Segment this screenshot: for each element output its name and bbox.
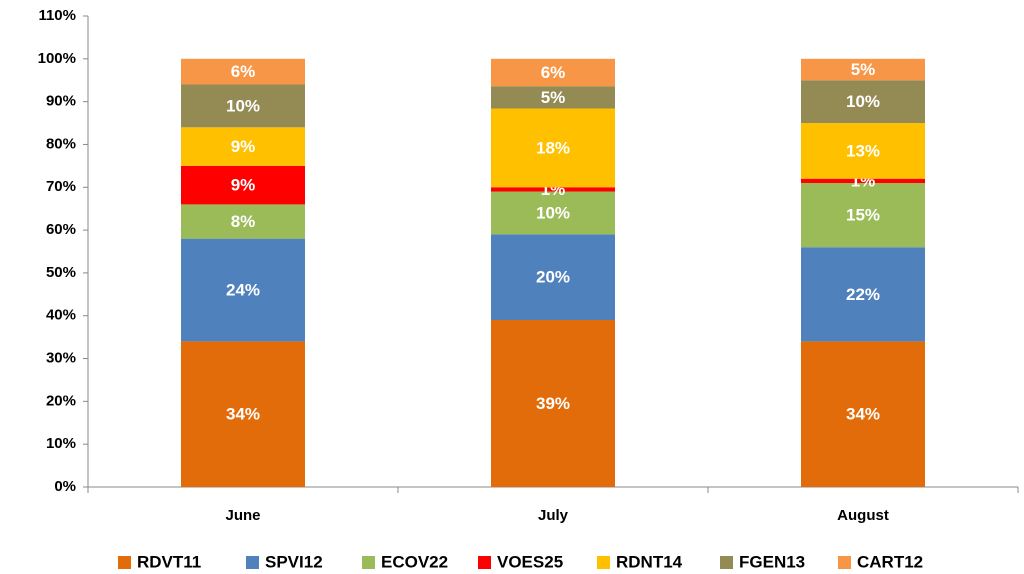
data-label: 24% bbox=[226, 281, 260, 300]
data-label: 34% bbox=[846, 405, 880, 424]
x-tick-label: June bbox=[225, 507, 260, 524]
legend-label: RDVT11 bbox=[137, 552, 201, 571]
legend-label: ECOV22 bbox=[381, 552, 448, 571]
y-tick-label: 110% bbox=[38, 7, 76, 24]
bar-segment bbox=[801, 58, 925, 81]
data-label: 5% bbox=[541, 88, 566, 107]
bar-segment bbox=[491, 191, 615, 235]
bar-segment bbox=[181, 84, 305, 128]
x-tick-label: July bbox=[538, 507, 569, 524]
data-label: 18% bbox=[536, 138, 570, 157]
y-tick-label: 50% bbox=[46, 264, 76, 281]
bar-segment bbox=[181, 238, 305, 342]
bar-segment bbox=[801, 341, 925, 487]
data-label: 8% bbox=[231, 212, 256, 231]
data-label: 6% bbox=[231, 62, 256, 81]
data-label: 13% bbox=[846, 141, 880, 160]
legend-swatch bbox=[478, 556, 491, 569]
y-tick-label: 10% bbox=[46, 435, 76, 452]
data-label: 10% bbox=[226, 96, 260, 115]
legend-swatch bbox=[597, 556, 610, 569]
bar-segment bbox=[491, 108, 615, 188]
bar-segment bbox=[181, 341, 305, 487]
bar-segment bbox=[181, 127, 305, 166]
bar-segment bbox=[181, 58, 305, 85]
data-label: 9% bbox=[231, 137, 256, 156]
data-label: 20% bbox=[536, 268, 570, 287]
bar-segment bbox=[801, 182, 925, 248]
y-tick-label: 80% bbox=[46, 135, 76, 152]
legend-swatch bbox=[362, 556, 375, 569]
legend-swatch bbox=[118, 556, 131, 569]
data-label: 22% bbox=[846, 285, 880, 304]
data-label: 39% bbox=[536, 394, 570, 413]
bar-segment bbox=[801, 247, 925, 342]
bar-segment bbox=[491, 86, 615, 109]
y-tick-label: 60% bbox=[46, 221, 76, 238]
y-tick-label: 90% bbox=[46, 93, 76, 110]
bar-segment bbox=[801, 123, 925, 179]
data-label: 34% bbox=[226, 405, 260, 424]
legend-label: SPVI12 bbox=[265, 552, 323, 571]
y-tick-label: 100% bbox=[38, 50, 76, 67]
y-tick-label: 70% bbox=[46, 178, 76, 195]
y-tick-label: 0% bbox=[54, 478, 76, 495]
bar-segment bbox=[491, 234, 615, 321]
legend-label: FGEN13 bbox=[739, 552, 805, 571]
bar-segment bbox=[491, 320, 615, 487]
bar-segment bbox=[181, 165, 305, 205]
y-tick-label: 20% bbox=[46, 392, 76, 409]
legend-swatch bbox=[720, 556, 733, 569]
legend-label: VOES25 bbox=[497, 552, 563, 571]
data-label: 5% bbox=[851, 60, 876, 79]
bar-segment bbox=[491, 58, 615, 87]
legend-label: RDNT14 bbox=[616, 552, 683, 571]
y-tick-label: 30% bbox=[46, 350, 76, 367]
y-tick-label: 40% bbox=[46, 307, 76, 324]
data-label: 15% bbox=[846, 206, 880, 225]
bar-segment bbox=[801, 80, 925, 124]
bar-segment bbox=[491, 187, 615, 192]
data-label: 10% bbox=[846, 92, 880, 111]
legend-swatch bbox=[838, 556, 851, 569]
data-label: 9% bbox=[231, 176, 256, 195]
bar-segment bbox=[801, 178, 925, 183]
legend-label: CART12 bbox=[857, 552, 923, 571]
x-tick-label: August bbox=[837, 507, 889, 524]
data-label: 10% bbox=[536, 203, 570, 222]
data-label: 6% bbox=[541, 63, 566, 82]
legend-swatch bbox=[246, 556, 259, 569]
bar-segment bbox=[181, 204, 305, 239]
